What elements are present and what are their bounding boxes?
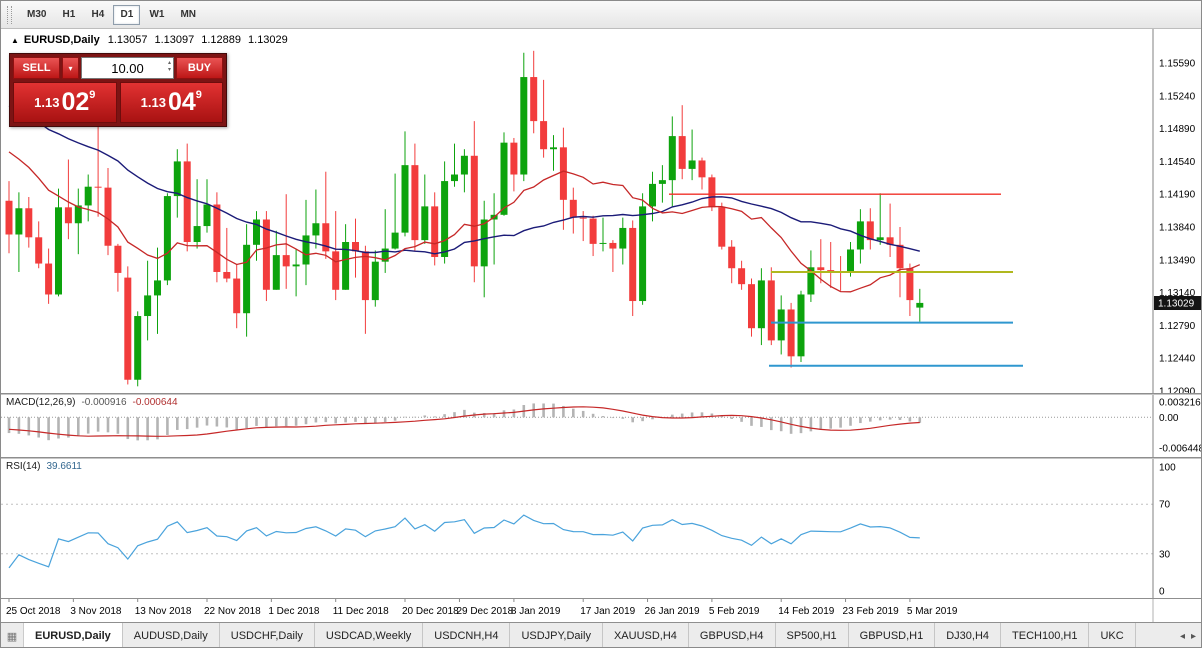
chart-tab-xauusd-h4[interactable]: XAUUSD,H4 — [603, 623, 689, 647]
macd-signal-value: -0.000644 — [132, 397, 178, 408]
macd-label: MACD(12,26,9) — [6, 397, 76, 408]
ohlc-high: 1.13097 — [154, 34, 195, 46]
svg-text:13 Nov 2018: 13 Nov 2018 — [135, 606, 192, 617]
svg-text:1.13840: 1.13840 — [1159, 223, 1196, 234]
ohlc-low: 1.12889 — [201, 34, 242, 46]
sell-price-base: 1.13 — [34, 95, 60, 110]
sell-price-big: 02 — [61, 88, 90, 116]
buy-button[interactable]: BUY — [176, 57, 223, 79]
sell-button[interactable]: SELL — [13, 57, 60, 79]
ohlc-close: 1.13029 — [248, 34, 288, 46]
volume-spinner[interactable]: ▴ ▾ — [168, 60, 171, 73]
pane-splitter[interactable] — [1, 457, 1201, 459]
svg-text:23 Feb 2019: 23 Feb 2019 — [843, 606, 900, 617]
rsi-indicator-pane[interactable]: 100 70 30 0 — [1, 459, 1202, 598]
timeframe-button-d1[interactable]: D1 — [113, 4, 141, 25]
tabs-scroll-left-icon[interactable]: ◂ — [1179, 630, 1185, 642]
svg-text:26 Jan 2019: 26 Jan 2019 — [645, 606, 700, 617]
svg-text:8 Jan 2019: 8 Jan 2019 — [511, 606, 561, 617]
chart-list-icon[interactable]: ▦ — [1, 623, 24, 647]
chart-tab-ukc[interactable]: UKC — [1089, 623, 1136, 647]
buy-price-box[interactable]: 1.13 04 9 — [119, 82, 223, 123]
volume-field[interactable]: 10.00 ▴ ▾ — [81, 57, 174, 79]
toolbar-grip[interactable] — [7, 5, 12, 24]
timeframe-toolbar: M30 H1 H4 D1 W1 MN — [1, 1, 1201, 29]
timeframe-button-h1[interactable]: H1 — [55, 5, 82, 25]
svg-text:1.15590: 1.15590 — [1159, 59, 1196, 70]
time-axis[interactable]: 25 Oct 2018 3 Nov 2018 13 Nov 2018 22 Nov 2… — [1, 598, 1202, 623]
macd-header: MACD(12,26,9) -0.000916 -0.000644 — [6, 397, 178, 408]
svg-text:1.14890: 1.14890 — [1159, 124, 1196, 135]
buy-price-pipette: 9 — [195, 89, 202, 101]
chart-tab-sp500-h1[interactable]: SP500,H1 — [776, 623, 849, 647]
tabs-scroll-arrows: ◂ ▸ — [1175, 623, 1201, 647]
svg-text:70: 70 — [1159, 500, 1171, 511]
rsi-value: 39.6611 — [46, 461, 82, 472]
rsi-header: RSI(14) 39.6611 — [6, 461, 82, 472]
svg-text:25 Oct 2018: 25 Oct 2018 — [6, 606, 61, 617]
svg-text:5 Mar 2019: 5 Mar 2019 — [907, 606, 958, 617]
chart-tab-gbpusd-h1[interactable]: GBPUSD,H1 — [849, 623, 936, 647]
svg-text:0.003216: 0.003216 — [1159, 398, 1201, 409]
timeframe-button-h4[interactable]: H4 — [84, 5, 111, 25]
volume-dropdown-button[interactable]: ▾ — [62, 57, 79, 79]
sell-price-box[interactable]: 1.13 02 9 — [13, 82, 117, 123]
timeframe-buttons: M30 H1 H4 D1 W1 MN — [19, 4, 204, 25]
macd-indicator-pane[interactable]: 0.003216 0.00 -0.006448 — [1, 395, 1202, 457]
svg-text:0.00: 0.00 — [1159, 413, 1179, 424]
chart-tab-usdcad-weekly[interactable]: USDCAD,Weekly — [315, 623, 424, 647]
svg-text:30: 30 — [1159, 549, 1171, 560]
svg-text:1.13029: 1.13029 — [1158, 299, 1195, 310]
svg-text:1.12440: 1.12440 — [1159, 354, 1196, 365]
volume-value: 10.00 — [111, 60, 144, 76]
buy-price-base: 1.13 — [140, 95, 166, 110]
svg-text:29 Dec 2018: 29 Dec 2018 — [456, 606, 513, 617]
rsi-label: RSI(14) — [6, 461, 41, 472]
svg-text:1.13140: 1.13140 — [1159, 288, 1196, 299]
tabs-scroll-right-icon[interactable]: ▸ — [1190, 630, 1196, 642]
pane-splitter[interactable] — [1, 393, 1201, 395]
svg-text:5 Feb 2019: 5 Feb 2019 — [709, 606, 760, 617]
chart-tab-tech100-h1[interactable]: TECH100,H1 — [1001, 623, 1090, 647]
spinner-down-icon: ▾ — [167, 66, 171, 73]
chart-tab-usdjpy-daily[interactable]: USDJPY,Daily — [510, 623, 603, 647]
chart-tab-dj30-h4[interactable]: DJ30,H4 — [935, 623, 1002, 647]
ohlc-open: 1.13057 — [107, 34, 148, 46]
svg-text:1 Dec 2018: 1 Dec 2018 — [268, 606, 320, 617]
chart-tab-audusd-daily[interactable]: AUDUSD,Daily — [123, 623, 220, 647]
svg-text:1.13490: 1.13490 — [1159, 255, 1196, 266]
svg-text:1.14190: 1.14190 — [1159, 190, 1196, 201]
timeframe-button-m30[interactable]: M30 — [20, 5, 53, 25]
collapse-panel-icon[interactable]: ▲ — [11, 36, 19, 45]
svg-text:1.12790: 1.12790 — [1159, 321, 1196, 332]
svg-text:100: 100 — [1159, 463, 1176, 474]
chart-tab-gbpusd-h4[interactable]: GBPUSD,H4 — [689, 623, 776, 647]
chart-symbol: EURUSD,Daily — [23, 34, 100, 46]
chart-ohlc-header: ▲ EURUSD,Daily 1.13057 1.13097 1.12889 1.1302… — [11, 34, 295, 46]
macd-main-value: -0.000916 — [81, 397, 127, 408]
svg-text:0: 0 — [1159, 587, 1165, 598]
one-click-trading-panel: SELL ▾ 10.00 ▴ ▾ BUY 1.13 02 9 1.13 04 9 — [9, 53, 227, 127]
chart-tab-eurusd-daily[interactable]: EURUSD,Daily — [24, 623, 123, 647]
svg-text:22 Nov 2018: 22 Nov 2018 — [204, 606, 261, 617]
svg-text:20 Dec 2018: 20 Dec 2018 — [402, 606, 459, 617]
svg-text:11 Dec 2018: 11 Dec 2018 — [333, 606, 389, 617]
svg-text:17 Jan 2019: 17 Jan 2019 — [580, 606, 635, 617]
spinner-up-icon: ▴ — [167, 60, 171, 66]
timeframe-button-mn[interactable]: MN — [173, 5, 203, 25]
sell-price-pipette: 9 — [89, 89, 96, 101]
timeframe-button-w1[interactable]: W1 — [142, 5, 171, 25]
svg-text:14 Feb 2019: 14 Feb 2019 — [778, 606, 835, 617]
svg-text:1.14540: 1.14540 — [1159, 157, 1196, 168]
buy-price-big: 04 — [167, 88, 196, 116]
svg-text:-0.006448: -0.006448 — [1159, 444, 1202, 455]
chart-tab-usdcnh-h4[interactable]: USDCNH,H4 — [423, 623, 511, 647]
svg-text:1.15240: 1.15240 — [1159, 91, 1196, 102]
chart-tab-usdchf-daily[interactable]: USDCHF,Daily — [220, 623, 315, 647]
chart-tabs-bar: ▦ EURUSD,Daily AUDUSD,Daily USDCHF,Daily US… — [1, 622, 1201, 647]
svg-text:3 Nov 2018: 3 Nov 2018 — [70, 606, 122, 617]
chart-tabs: EURUSD,Daily AUDUSD,Daily USDCHF,Daily USDC… — [24, 623, 1175, 647]
svg-text:1.12090: 1.12090 — [1159, 387, 1196, 394]
